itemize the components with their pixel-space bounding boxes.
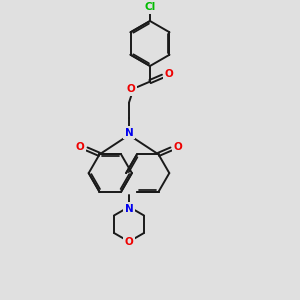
Text: O: O — [165, 69, 174, 79]
Text: N: N — [124, 204, 134, 214]
Text: O: O — [173, 142, 182, 152]
Text: N: N — [124, 128, 134, 138]
Text: N: N — [124, 128, 134, 138]
Text: Cl: Cl — [144, 2, 156, 13]
Text: O: O — [126, 84, 135, 94]
Text: N: N — [124, 204, 134, 214]
Text: O: O — [124, 237, 134, 247]
Text: O: O — [76, 142, 85, 152]
